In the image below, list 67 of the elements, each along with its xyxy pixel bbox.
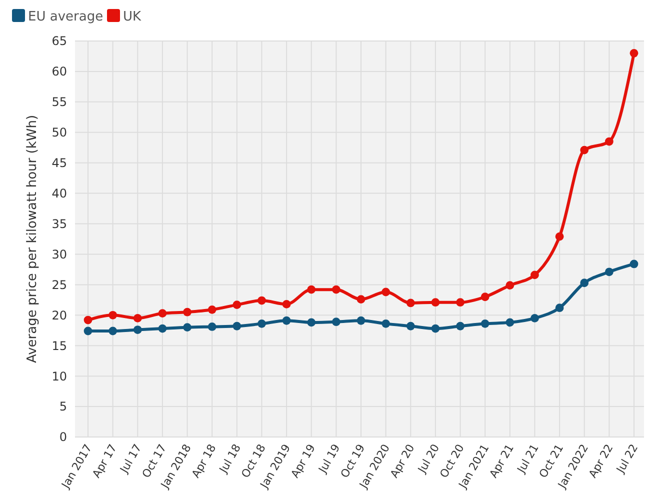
point	[356, 295, 366, 304]
x-tick-label: Jul 17	[117, 442, 144, 476]
point	[108, 326, 118, 336]
y-tick-label: 35	[52, 216, 67, 231]
point	[382, 319, 390, 328]
point	[630, 48, 638, 58]
point	[480, 292, 490, 302]
point	[604, 137, 614, 146]
point	[530, 314, 539, 322]
point	[133, 314, 142, 322]
y-tick-label: 15	[52, 338, 67, 353]
point	[506, 318, 514, 327]
point	[282, 300, 291, 308]
y-tick-label: 0	[59, 430, 67, 444]
point	[208, 322, 216, 331]
y-tick-label: 5	[59, 400, 67, 414]
point	[555, 232, 564, 241]
point	[108, 310, 118, 320]
point	[406, 322, 415, 330]
point	[630, 260, 638, 268]
point	[530, 270, 539, 280]
point	[580, 146, 589, 154]
point	[282, 316, 291, 325]
point	[480, 319, 490, 328]
point	[258, 296, 266, 305]
x-tick-label: Jul 21	[514, 442, 542, 476]
point	[133, 326, 142, 334]
point	[406, 298, 415, 308]
point	[456, 298, 464, 307]
y-tick-label: 60	[52, 64, 67, 79]
legend-label: EU average	[28, 10, 104, 25]
point	[356, 316, 366, 325]
point	[158, 324, 167, 333]
point	[258, 319, 266, 328]
point	[232, 300, 242, 309]
y-axis-title: Average price per kilowatt hour (kWh)	[25, 114, 40, 364]
y-tick-label: 30	[52, 247, 67, 262]
point	[307, 318, 316, 327]
x-tick-label: Jul 22	[613, 442, 641, 476]
y-tick-label: 50	[52, 126, 67, 140]
y-tick-label: 55	[52, 95, 67, 110]
point	[431, 298, 440, 307]
y-tick-label: 40	[52, 186, 67, 201]
point	[232, 322, 242, 330]
legend-label: UK	[123, 10, 142, 25]
point	[84, 316, 92, 324]
point	[456, 322, 464, 330]
y-tick-label: 45	[52, 156, 67, 170]
point	[158, 309, 167, 318]
point	[604, 268, 614, 276]
point	[555, 304, 564, 312]
point	[307, 285, 316, 294]
point	[208, 305, 216, 314]
point	[183, 323, 192, 332]
point	[382, 288, 390, 296]
y-tick-label: 10	[52, 369, 67, 384]
y-tick-label: 65	[52, 34, 67, 48]
point	[84, 326, 92, 336]
point	[332, 285, 340, 294]
point	[431, 324, 440, 333]
x-tick-label: Jul 19	[316, 442, 343, 476]
point	[183, 308, 192, 316]
point	[506, 281, 514, 290]
point	[580, 278, 589, 288]
y-tick-label: 25	[52, 278, 67, 292]
point	[332, 318, 340, 326]
y-tick-label: 20	[52, 308, 67, 322]
